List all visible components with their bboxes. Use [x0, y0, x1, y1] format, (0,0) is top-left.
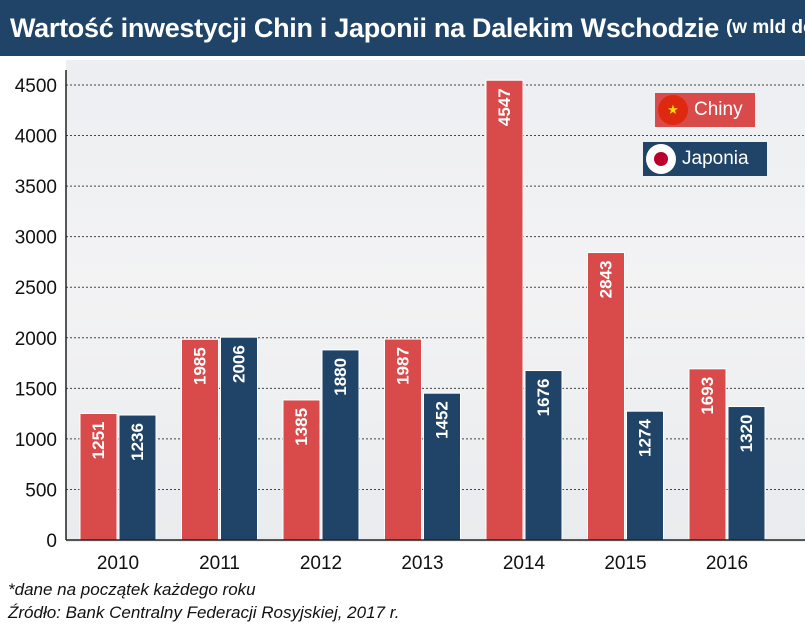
y-tick-label: 3500 — [15, 177, 57, 198]
y-tick-label: 2000 — [15, 329, 57, 350]
footnote-source: Źródło: Bank Centralny Federacji Rosyjsk… — [8, 603, 400, 622]
legend-label-japonia: Japonia — [682, 148, 749, 169]
bar-chiny — [282, 399, 321, 541]
data-label: 1320 — [737, 415, 756, 453]
chart-title-unit: (w mld dol.)* — [725, 17, 805, 38]
footnote-note: *dane na początek każdego roku — [8, 580, 256, 599]
data-label: 1236 — [128, 423, 147, 461]
bar-chiny — [688, 368, 727, 541]
y-tick-label: 1000 — [15, 430, 57, 451]
data-label: 1987 — [394, 347, 413, 385]
x-tick-label: 2012 — [300, 553, 342, 574]
japan-flag-icon — [646, 144, 676, 174]
bar-japonia — [220, 336, 258, 541]
x-tick-label: 2013 — [401, 553, 443, 574]
x-tick-label: 2011 — [199, 553, 240, 574]
data-label: 2843 — [597, 261, 616, 299]
x-tick-label: 2016 — [706, 553, 748, 574]
bar-japonia — [321, 349, 360, 541]
data-label: 1880 — [331, 358, 350, 396]
data-label: 1251 — [89, 422, 108, 460]
bar-japonia — [727, 406, 766, 541]
data-label: 4547 — [495, 88, 514, 126]
y-tick-label: 500 — [25, 480, 57, 501]
y-tick-label: 3000 — [15, 228, 57, 249]
bar-chiny — [79, 413, 118, 541]
data-label: 1676 — [534, 379, 553, 417]
data-label: 1985 — [191, 347, 210, 385]
data-label: 2006 — [230, 345, 249, 383]
data-label: 1385 — [292, 408, 311, 446]
y-tick-label: 0 — [46, 531, 57, 552]
legend-item-chiny: ★ Chiny — [655, 93, 755, 127]
x-tick-label: 2010 — [97, 553, 139, 574]
bar-chiny — [485, 79, 524, 541]
data-label: 1693 — [698, 377, 717, 415]
x-tick-label: 2014 — [503, 553, 546, 574]
y-tick-label: 4000 — [15, 127, 57, 148]
bar-chiny — [181, 338, 219, 541]
bar-japonia — [118, 414, 157, 541]
china-flag-icon: ★ — [658, 95, 688, 125]
data-label: 1274 — [636, 419, 655, 457]
legend-item-japonia: Japonia — [643, 142, 767, 176]
bar-chiny — [587, 252, 625, 541]
chart-title-bar: Wartość inwestycji Chin i Japonii na Dal… — [0, 0, 805, 56]
x-tick-label: 2015 — [604, 553, 646, 574]
bar-chiny — [384, 338, 422, 541]
legend-label-chiny: Chiny — [694, 99, 743, 120]
chart-title: Wartość inwestycji Chin i Japonii na Dal… — [10, 12, 719, 43]
bar-japonia — [626, 410, 664, 541]
y-tick-label: 2500 — [15, 278, 57, 299]
y-tick-label: 1500 — [15, 379, 57, 400]
y-tick-label: 4500 — [15, 76, 57, 97]
bar-japonia — [423, 392, 461, 541]
data-label: 1452 — [433, 401, 452, 439]
